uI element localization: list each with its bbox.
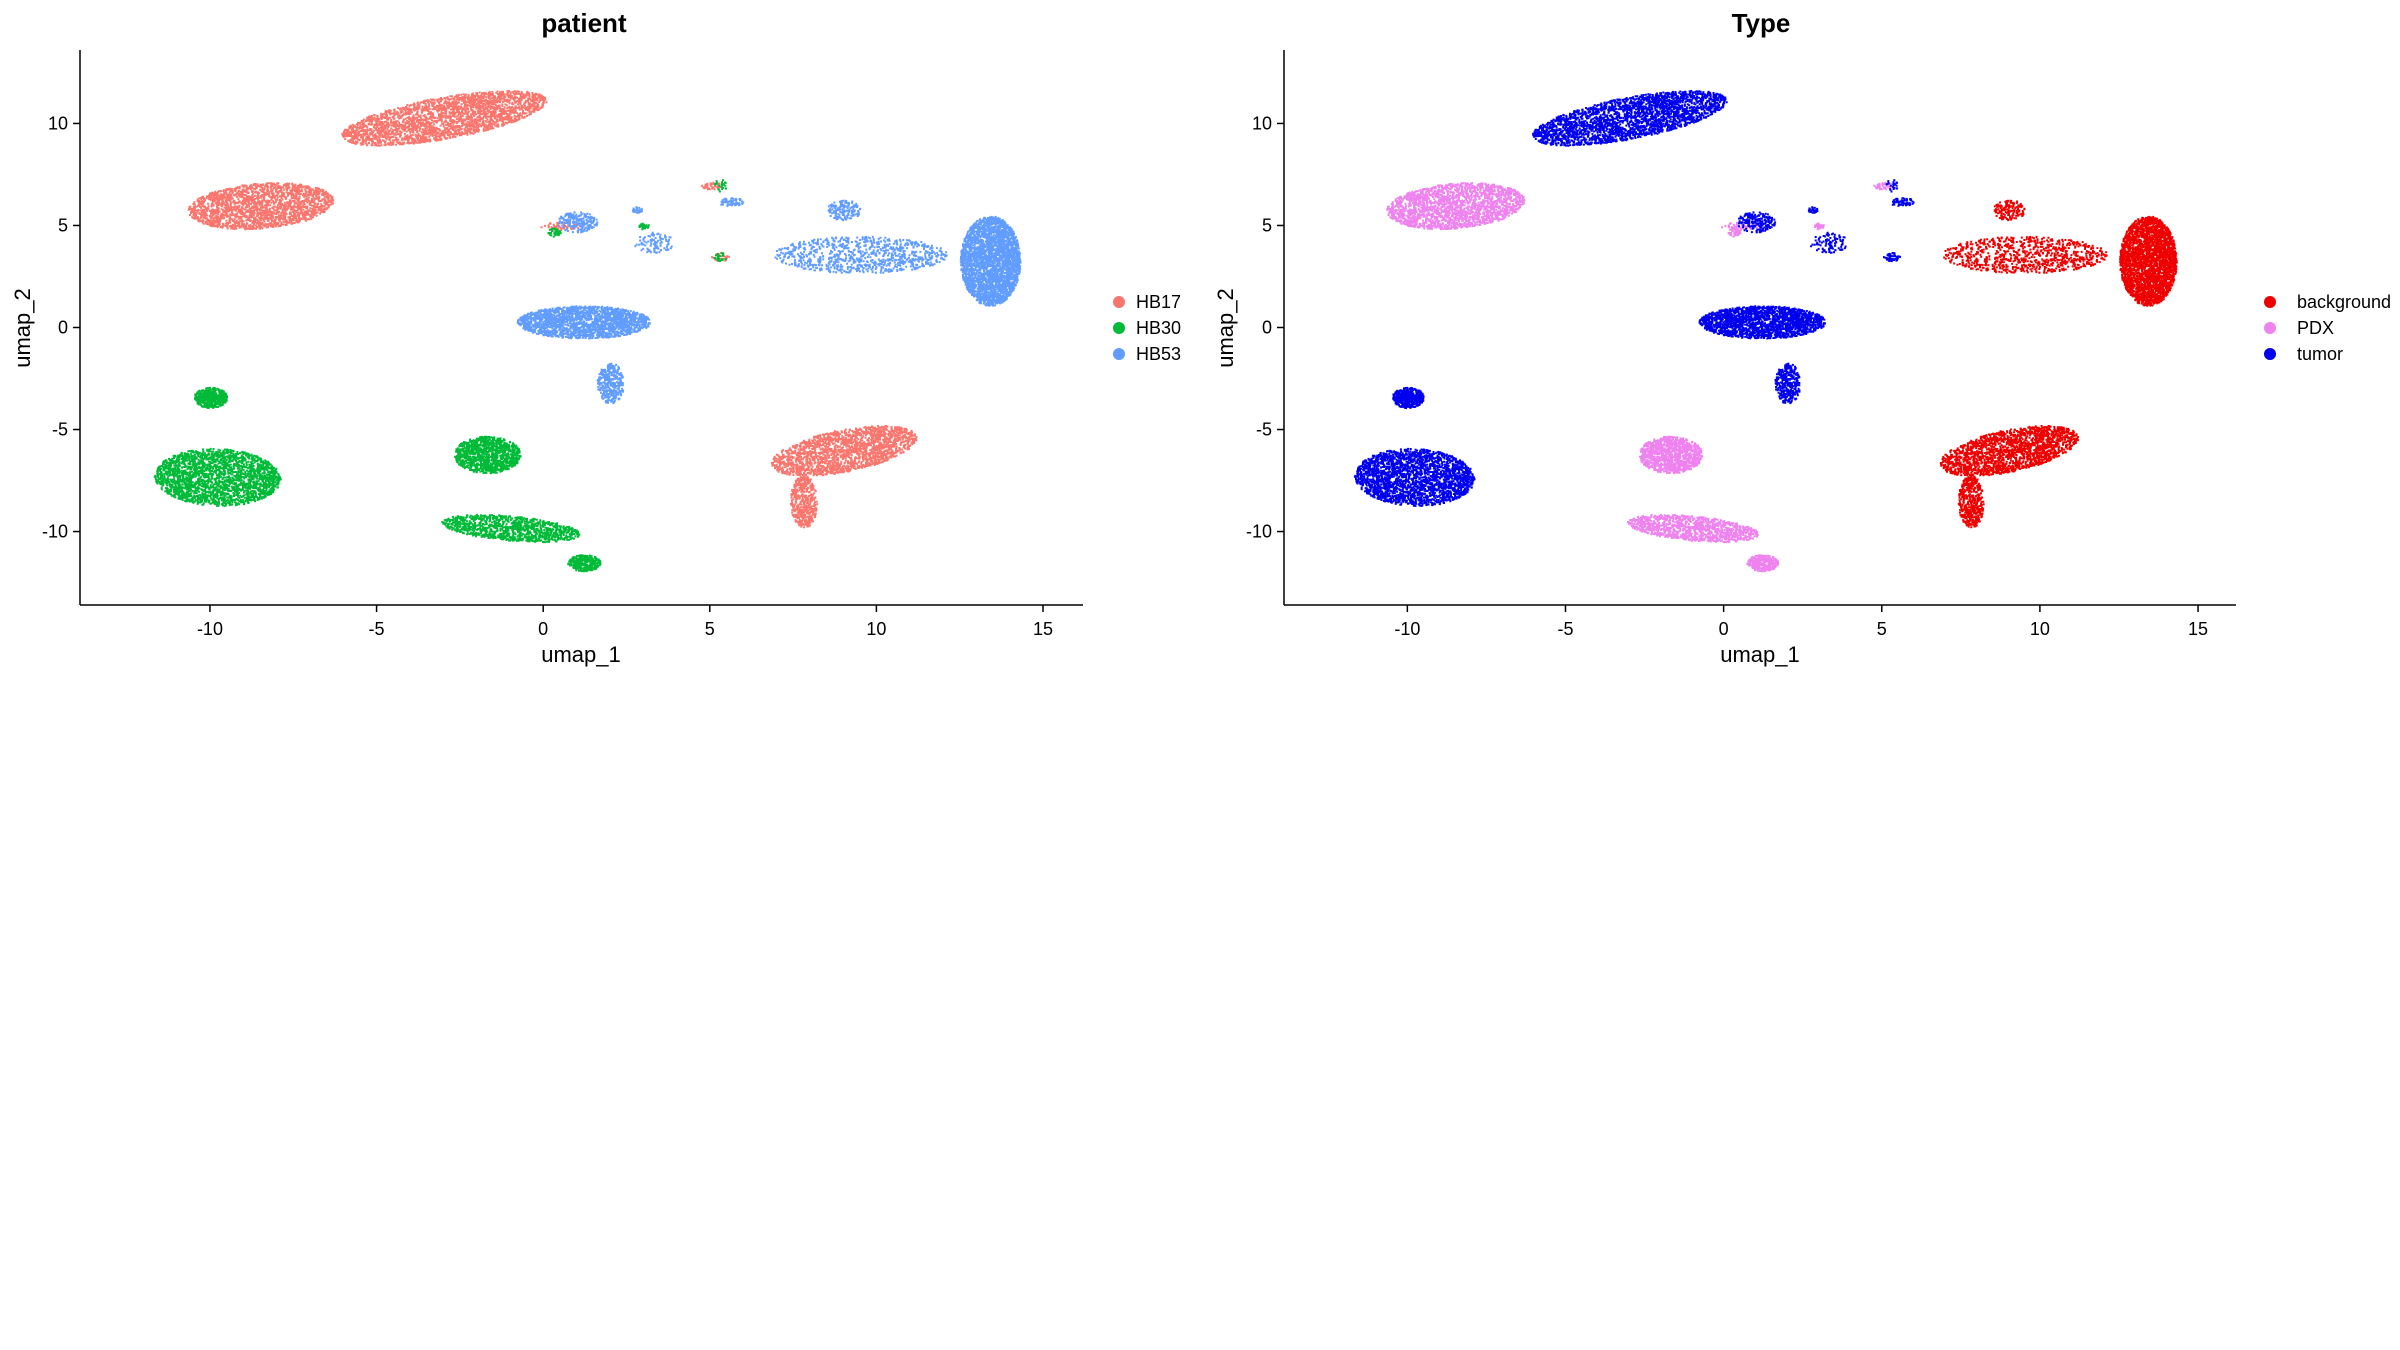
- legend: background PDX tumor: [2264, 292, 2391, 364]
- point-cluster: [558, 211, 599, 234]
- point-cluster: [1698, 305, 1826, 340]
- point-cluster: [516, 305, 651, 340]
- y-tick-label: -10: [42, 522, 68, 542]
- point-cluster: [441, 513, 581, 544]
- legend-label: PDX: [2297, 318, 2334, 338]
- legend-label: HB30: [1136, 318, 1181, 338]
- axis-ticks: -10 -5 0 5 10 15 -10 -5 0 5 10: [1246, 113, 2208, 639]
- x-tick-label: 5: [1877, 619, 1887, 639]
- legend-key: [1113, 322, 1125, 334]
- point-cluster: [1386, 182, 1526, 231]
- y-tick-label: 5: [1262, 215, 1272, 235]
- point-cluster: [789, 475, 819, 529]
- point-cluster: [631, 206, 643, 214]
- y-tick-label: -5: [52, 420, 68, 440]
- point-cluster: [540, 221, 581, 232]
- x-axis-label: umap_1: [541, 642, 621, 667]
- point-cluster: [2119, 215, 2178, 307]
- y-tick-label: 0: [1262, 318, 1272, 338]
- point-cluster: [194, 386, 228, 409]
- point-cluster: [1957, 475, 1985, 529]
- point-cluster: [774, 235, 948, 274]
- point-cluster: [720, 197, 745, 207]
- point-cluster: [1532, 90, 1728, 147]
- point-cluster: [713, 252, 727, 263]
- y-tick-label: -5: [1256, 420, 1272, 440]
- point-cluster: [1774, 362, 1801, 405]
- x-tick-label: -5: [369, 619, 385, 639]
- chart-title: patient: [541, 8, 627, 38]
- axis-ticks: -10 -5 0 5 10 15 -10 -5 0 5 10: [42, 113, 1053, 639]
- point-cluster: [1885, 252, 1899, 263]
- point-cluster: [1891, 197, 1915, 207]
- point-cluster: [1392, 386, 1425, 409]
- y-tick-label: 0: [58, 318, 68, 338]
- chart-title: Type: [1732, 8, 1791, 38]
- point-cluster: [959, 215, 1022, 307]
- point-cluster: [1873, 181, 1893, 191]
- x-tick-label: 5: [705, 619, 715, 639]
- point-cluster: [596, 362, 625, 405]
- x-tick-label: 15: [1033, 619, 1053, 639]
- point-cluster: [1885, 179, 1899, 193]
- point-cluster: [1993, 199, 2026, 222]
- point-layer: [153, 90, 1022, 573]
- legend-label: HB17: [1136, 292, 1181, 312]
- point-cluster: [1814, 222, 1825, 231]
- y-tick-label: -10: [1246, 522, 1272, 542]
- point-cluster: [638, 222, 650, 231]
- point-cluster: [187, 182, 335, 231]
- point-layer: [1353, 90, 2178, 573]
- y-axis-label: umap_2: [1213, 288, 1238, 368]
- x-tick-label: -10: [197, 619, 223, 639]
- point-cluster: [1639, 435, 1704, 475]
- legend-key: [2264, 348, 2276, 360]
- point-cluster: [1727, 227, 1742, 238]
- point-cluster: [1943, 235, 2108, 274]
- point-cluster: [827, 199, 862, 222]
- point-cluster: [770, 425, 918, 477]
- legend-label: tumor: [2297, 344, 2343, 364]
- x-tick-label: 0: [538, 619, 548, 639]
- x-tick-label: 10: [2030, 619, 2050, 639]
- point-cluster: [713, 179, 727, 193]
- umap-panel-patient: patient -10 -5 0 5 10 15 -10 -5 0 5 10 umap_1 umap…: [10, 8, 1181, 667]
- point-cluster: [701, 181, 721, 191]
- y-tick-label: 10: [1252, 113, 1272, 133]
- point-cluster: [1746, 554, 1779, 573]
- legend-key: [2264, 322, 2276, 334]
- x-tick-label: 10: [866, 619, 886, 639]
- legend-key: [1113, 296, 1125, 308]
- y-tick-label: 10: [48, 113, 68, 133]
- legend-label: background: [2297, 292, 2391, 312]
- x-tick-label: 15: [2188, 619, 2208, 639]
- x-axis-label: umap_1: [1720, 642, 1800, 667]
- x-tick-label: -5: [1557, 619, 1573, 639]
- point-cluster: [547, 227, 562, 238]
- point-cluster: [1939, 425, 2079, 477]
- legend-label: HB53: [1136, 344, 1181, 364]
- point-cluster: [1353, 447, 1476, 507]
- point-cluster: [341, 90, 548, 147]
- point-cluster: [634, 231, 673, 254]
- point-cluster: [454, 435, 522, 475]
- legend-key: [2264, 296, 2276, 308]
- y-axis-label: umap_2: [10, 288, 35, 368]
- point-cluster: [153, 447, 282, 507]
- legend: HB17 HB30 HB53: [1113, 292, 1181, 364]
- point-cluster: [1721, 221, 1760, 232]
- point-cluster: [1627, 513, 1759, 544]
- x-tick-label: 0: [1719, 619, 1729, 639]
- point-cluster: [1810, 231, 1847, 254]
- point-cluster: [567, 554, 602, 573]
- x-tick-label: -10: [1394, 619, 1420, 639]
- point-cluster: [1807, 206, 1819, 214]
- y-tick-label: 5: [58, 215, 68, 235]
- legend-key: [1113, 348, 1125, 360]
- point-cluster: [1738, 211, 1777, 234]
